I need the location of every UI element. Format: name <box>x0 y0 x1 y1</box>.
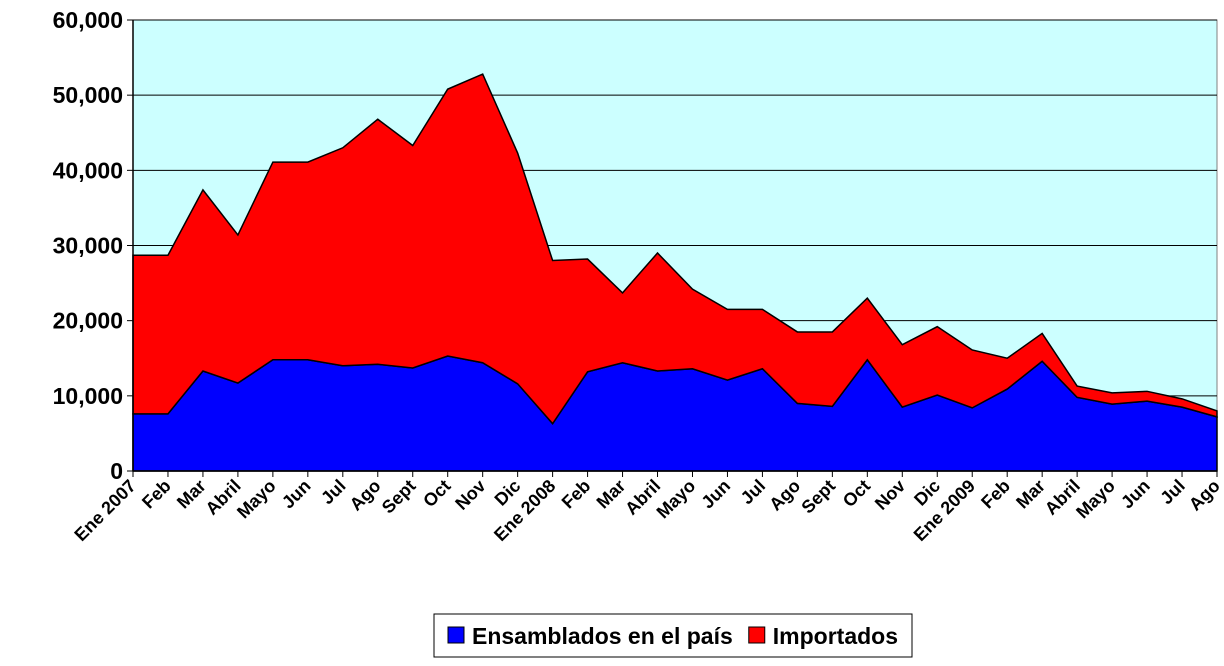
x-tick-label: Mayo <box>653 476 700 523</box>
x-tick-label: Feb <box>138 476 175 513</box>
y-tick-label: 10,000 <box>53 383 123 409</box>
legend-box <box>433 613 913 658</box>
y-tick-label: 0 <box>110 458 123 484</box>
legend-swatch <box>748 626 766 644</box>
x-tick-label: Jul <box>1156 476 1189 509</box>
x-tick-label: Nov <box>871 476 909 514</box>
area <box>132 73 1218 425</box>
y-tick-label: 40,000 <box>53 157 123 183</box>
legend-label: Ensamblados en el país <box>472 623 733 649</box>
x-tick-label: Jul <box>317 476 350 509</box>
x-tick-label: Ene 2007 <box>70 476 139 545</box>
y-tick-label: 50,000 <box>53 82 123 108</box>
x-tick-label: Feb <box>977 476 1014 513</box>
x-tick-label: Mayo <box>233 476 280 523</box>
legend: Ensamblados en el país Importados <box>433 613 913 658</box>
y-tick-label: 30,000 <box>53 233 123 259</box>
x-tick-label: Ago <box>346 476 385 515</box>
x-tick-label: Jun <box>697 476 734 513</box>
legend-swatch <box>447 626 465 644</box>
x-tick-label: Ago <box>1185 476 1224 515</box>
x-tick-label: Feb <box>558 476 595 513</box>
x-tick-label: Sept <box>797 476 839 518</box>
x-tick-label: Sept <box>378 476 420 518</box>
x-tick-label: Jul <box>737 476 770 509</box>
y-tick-label: 20,000 <box>53 308 123 334</box>
x-tick-label: Jun <box>278 476 315 513</box>
x-tick-label: Nov <box>451 476 489 514</box>
x-tick-label: Oct <box>419 476 454 511</box>
x-tick-label: Oct <box>839 476 874 511</box>
x-tick-label: Jun <box>1117 476 1154 513</box>
x-tick-label: Mayo <box>1072 476 1119 523</box>
legend-label: Importados <box>773 623 898 649</box>
x-tick-label: Ago <box>765 476 804 515</box>
y-tick-label: 60,000 <box>53 7 123 33</box>
